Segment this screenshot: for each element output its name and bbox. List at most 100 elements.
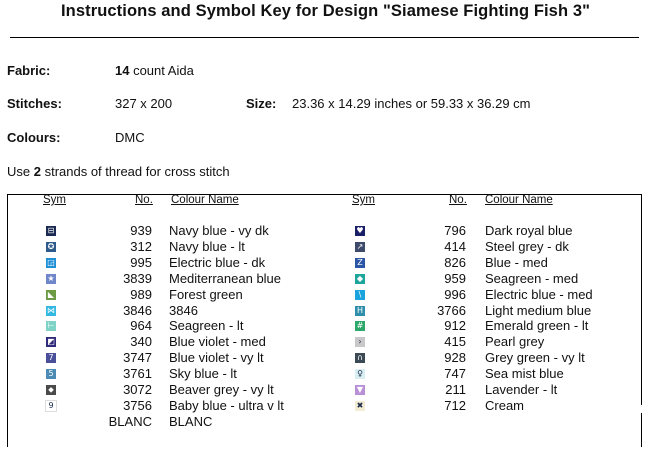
page-title: Instructions and Symbol Key for Design "… xyxy=(60,2,591,20)
size-label: Size: xyxy=(246,96,277,111)
fabric-count: 14 xyxy=(115,63,130,78)
fabric-value: 14 count Aida xyxy=(115,63,194,78)
header-name-right: Colour Name xyxy=(485,194,553,206)
key-row-left: ✪ 312 Navy blue - lt xyxy=(0,239,651,255)
header-no-right: No. xyxy=(449,194,467,206)
dmc-number: 928 xyxy=(444,350,466,366)
strands-post: strands of thread for cross stitch xyxy=(40,164,230,179)
dmc-number: 747 xyxy=(444,366,466,382)
colour-name: Blue violet - vy lt xyxy=(169,350,264,366)
dmc-number: 796 xyxy=(444,223,466,238)
dmc-number: 3072 xyxy=(123,382,152,397)
dmc-number: 939 xyxy=(130,223,152,238)
dmc-number: 415 xyxy=(444,334,466,350)
header-sym-right: Sym xyxy=(352,194,375,206)
key-row-left: ◲ 995 Electric blue - dk xyxy=(0,255,651,271)
dmc-number: 995 xyxy=(130,254,152,270)
key-row-right: H 3766 Light medium blue xyxy=(0,303,651,319)
letter-z-icon: Z xyxy=(355,257,365,268)
dmc-number: 3756 xyxy=(123,397,152,413)
fabric-label: Fabric: xyxy=(7,63,51,78)
key-row-right: ∩ 928 Grey green - vy lt xyxy=(0,350,651,366)
colour-name: Beaver grey - vy lt xyxy=(169,382,274,397)
half-square-icon: ◩ xyxy=(46,337,56,348)
header-name-left: Colour Name xyxy=(171,194,239,206)
box-minus-icon: ⊟ xyxy=(46,226,56,236)
colours-value: DMC xyxy=(115,130,145,145)
down-triangle-icon: ▼ xyxy=(355,385,365,395)
dmc-number: 340 xyxy=(130,334,152,350)
dmc-number: 3761 xyxy=(123,366,152,382)
colour-name: Electric blue - med xyxy=(485,286,593,302)
key-row-right: #912 Emerald green - lt xyxy=(0,318,651,334)
dmc-number: 964 xyxy=(130,318,152,334)
colour-name: Seagreen - med xyxy=(485,270,579,286)
dmc-number: 3839 xyxy=(123,270,152,286)
dmc-number: 959 xyxy=(444,270,466,286)
title-underline xyxy=(10,37,639,38)
table-right-border xyxy=(641,195,642,405)
key-row-left: 5 3761 Sky blue - lt xyxy=(0,366,651,382)
diamond-icon: ◆ xyxy=(355,273,365,284)
strands-pre: Use xyxy=(7,164,34,179)
colour-name: Sea mist blue xyxy=(485,366,564,382)
number-seven-icon: 7 xyxy=(46,353,56,364)
header-no-left: No. xyxy=(135,194,153,206)
tee-icon: ⊢ xyxy=(46,321,56,332)
colour-name: Mediterranean blue xyxy=(169,270,282,286)
key-row-left: ⬥ 3072 Beaver grey - vy lt xyxy=(0,382,651,398)
dmc-number: 414 xyxy=(444,238,466,254)
colour-name: Emerald green - lt xyxy=(485,318,589,334)
colour-name: Blue - med xyxy=(485,254,548,270)
size-value: 23.36 x 14.29 inches or 59.33 x 36.29 cm xyxy=(292,96,531,111)
colour-name: Lavender - lt xyxy=(485,382,558,397)
colour-name: Cream xyxy=(485,397,525,413)
key-row-right: ▼ 211 Lavender - lt xyxy=(0,382,651,398)
fabric-type: count Aida xyxy=(129,63,194,78)
dmc-number: 996 xyxy=(444,286,466,302)
dmc-number: 826 xyxy=(444,254,466,270)
colour-name: Baby blue - ultra v lt xyxy=(169,397,284,413)
stitches-label: Stitches: xyxy=(7,96,62,111)
key-row-left: ◩ 340 Blue violet - med xyxy=(0,334,651,350)
dmc-number: 312 xyxy=(130,238,152,254)
key-row-left: ★ 3839 Mediterranean blue xyxy=(0,271,651,287)
dmc-number: 3766 xyxy=(437,302,466,318)
diamond-icon: ⬥ xyxy=(46,385,56,395)
dmc-number: 712 xyxy=(444,397,466,413)
dmc-number: 3846 xyxy=(123,302,152,318)
colour-name: Grey green - vy lt xyxy=(485,350,585,366)
key-row-right: Z 826 Blue - med xyxy=(0,255,651,271)
strands-instruction: Use 2 strands of thread for cross stitch xyxy=(7,164,230,179)
number-nine-icon: 9 xyxy=(45,399,57,412)
backslash-icon: \ xyxy=(355,289,365,300)
colour-name: Navy blue - vy dk xyxy=(169,223,269,238)
key-row-left: 7 3747 Blue violet - vy lt xyxy=(0,350,651,366)
table-right-border-lower xyxy=(641,413,642,447)
number-five-icon: 5 xyxy=(46,369,56,380)
chevron-right-icon: › xyxy=(355,337,365,348)
colour-name: Blue violet - med xyxy=(169,334,266,350)
key-row-left: BLANC BLANC xyxy=(0,414,651,430)
heart-icon: ♥ xyxy=(355,226,365,236)
colour-name: Dark royal blue xyxy=(485,223,573,238)
circle-star-icon: ✪ xyxy=(46,241,56,252)
stitches-value: 327 x 200 xyxy=(115,96,173,111)
key-row-left: ◣ 989 Forest green xyxy=(0,287,651,303)
key-row-left: ⋈ 3846 3846 xyxy=(0,303,651,319)
female-symbol-icon: ♀ xyxy=(355,369,365,380)
dmc-number: BLANC xyxy=(108,413,152,429)
dmc-number: 3747 xyxy=(123,350,152,366)
symbol-key-table xyxy=(7,194,642,447)
key-row-right: ✖ 712 Cream xyxy=(0,398,651,414)
letter-h-icon: H xyxy=(355,305,365,316)
dmc-number: 211 xyxy=(445,382,466,397)
colour-name: Forest green xyxy=(169,286,243,302)
arrow-icon: ↗ xyxy=(355,241,365,252)
key-row-left: ⊢ 964 Seagreen - lt xyxy=(0,318,651,334)
colour-name: Light medium blue xyxy=(485,302,592,318)
arch-icon: ∩ xyxy=(355,353,365,364)
key-row-right: ♥ 796 Dark royal blue xyxy=(0,223,651,239)
hash-icon: # xyxy=(355,321,365,332)
triangle-icon: ◣ xyxy=(46,289,56,300)
